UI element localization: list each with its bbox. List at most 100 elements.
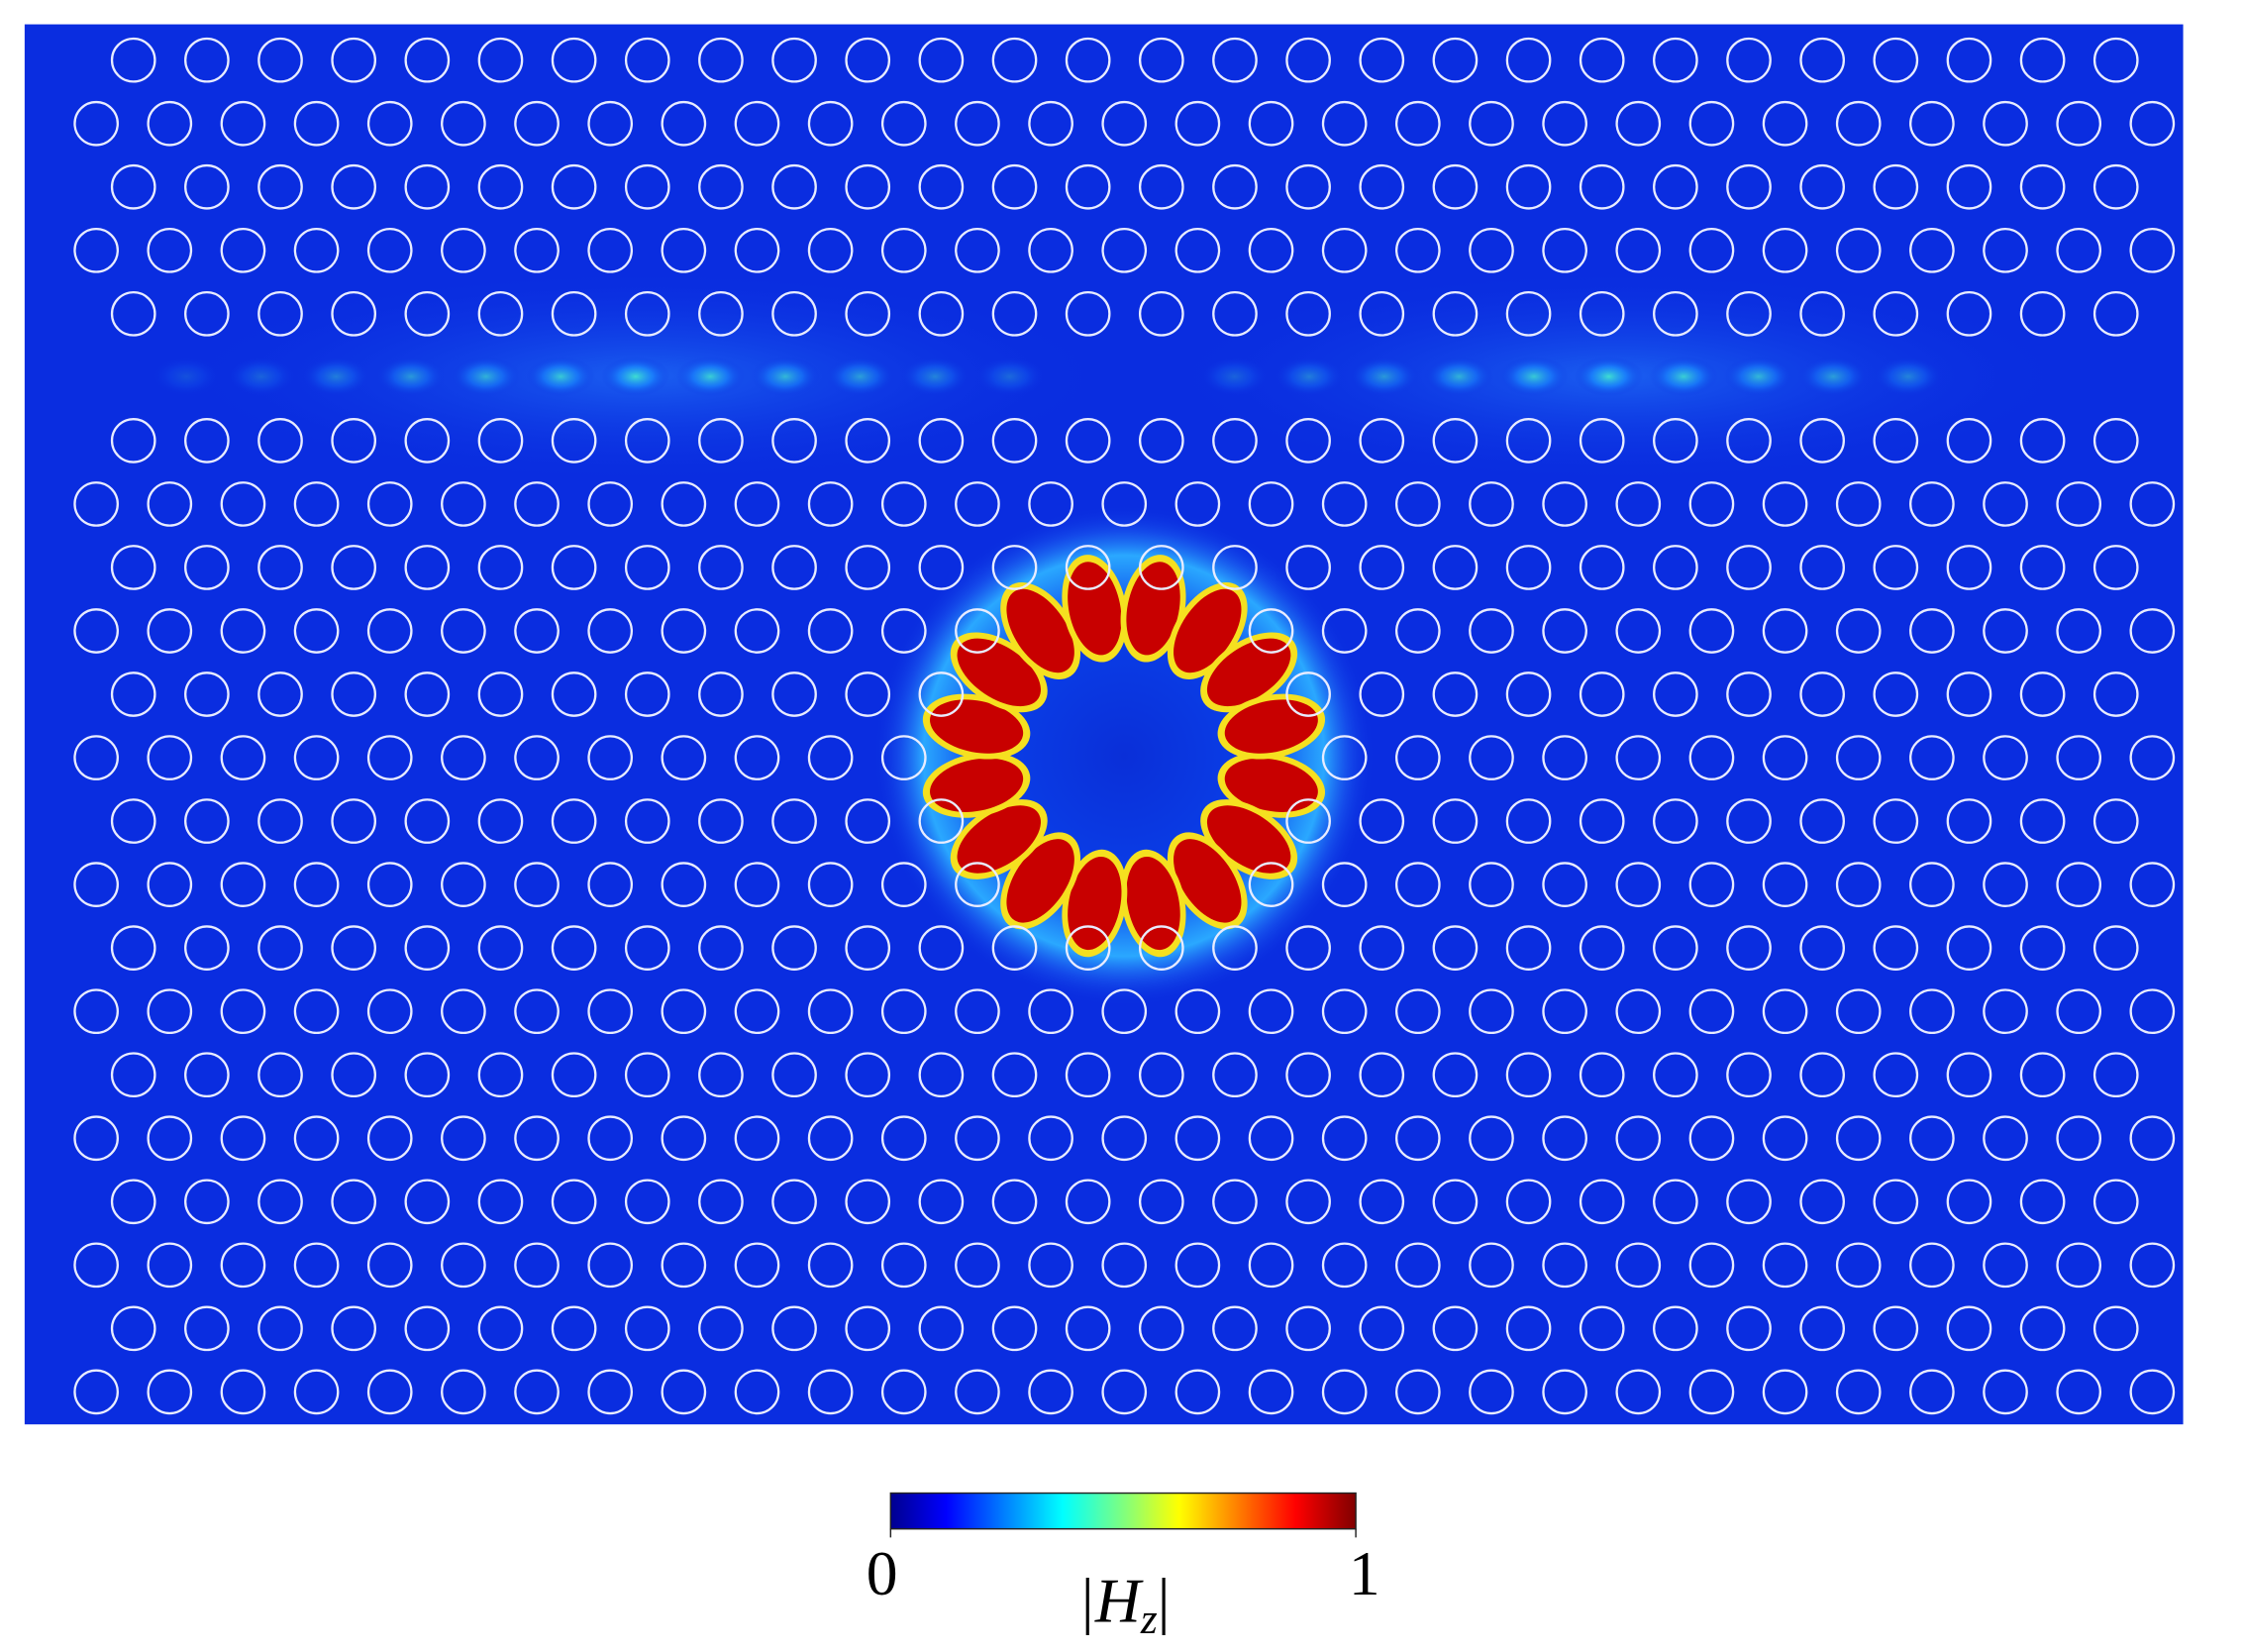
air-hole [698,798,744,844]
air-hole [807,1115,854,1162]
air-hole [551,418,597,464]
air-hole [257,290,303,337]
air-hole [1909,481,1955,527]
air-hole [918,418,965,464]
air-hole [220,1242,266,1289]
colorbar-tick-label: 0 [867,1538,898,1608]
air-hole [918,671,965,717]
lobe [1224,699,1318,754]
air-hole [734,862,780,907]
air-hole [184,1179,230,1225]
air-hole [293,988,340,1035]
air-hole [110,925,156,971]
air-hole [257,1305,303,1352]
air-hole [404,163,451,210]
air-hole [1653,163,1698,210]
air-hole [73,481,119,527]
air-hole [2056,735,2102,780]
air-hole [184,37,230,83]
waveguide-spot [227,356,296,397]
air-hole [807,100,854,147]
air-hole [771,163,817,210]
air-hole [1946,925,1992,971]
air-hole [184,1305,230,1352]
air-hole [73,1242,119,1289]
air-hole [366,862,413,907]
waveguide-spot [975,356,1045,397]
air-hole [1174,1115,1221,1162]
air-hole [1909,862,1955,907]
air-hole [845,37,891,83]
air-hole [955,100,1000,147]
air-hole [918,1052,965,1098]
air-hole [771,1052,817,1098]
air-hole [331,545,377,590]
air-hole [918,545,965,590]
air-hole [1873,163,1919,210]
air-hole [441,100,486,147]
air-hole [661,227,707,273]
air-hole [2019,798,2066,844]
air-hole [1946,418,1992,464]
lobe [957,805,1041,874]
air-hole [1505,418,1552,464]
air-hole [1946,545,1992,590]
air-hole [1983,1369,2028,1415]
air-hole [918,37,965,83]
air-hole [587,1369,634,1415]
air-hole [73,862,119,907]
waveguide-spot [1424,356,1494,397]
air-hole [2129,1115,2176,1162]
air-hole [624,163,670,210]
air-hole [807,1369,854,1415]
air-hole [771,418,817,464]
air-hole [2129,1242,2176,1289]
air-hole [1688,862,1735,907]
air-hole [1542,862,1587,907]
air-hole [845,798,891,844]
air-hole [147,1242,193,1289]
label-close: | [1158,1566,1171,1636]
air-hole [441,862,486,907]
air-hole [1983,862,2028,907]
waveguide-spot [900,356,969,397]
air-hole [2129,608,2176,654]
air-hole [2092,1179,2139,1225]
air-hole [441,1242,486,1289]
air-hole [1615,1369,1662,1415]
air-hole [734,608,780,654]
air-hole [1432,163,1479,210]
waveguide-spot [1798,356,1868,397]
air-hole [1799,290,1845,337]
air-hole [1688,1115,1735,1162]
air-hole [1248,227,1294,273]
air-hole [1799,418,1845,464]
air-hole [1248,100,1294,147]
air-hole [110,1052,156,1098]
air-hole [1579,545,1625,590]
lobe [1206,638,1291,707]
air-hole [2129,100,2176,147]
air-hole [1285,37,1331,83]
air-hole [955,862,1000,907]
air-hole [2129,988,2176,1035]
air-hole [1762,862,1808,907]
air-hole [1321,227,1368,273]
air-hole [1946,1305,1992,1352]
waveguide-spot [1724,356,1793,397]
air-hole [587,227,634,273]
air-hole [73,988,119,1035]
air-hole [1726,1179,1772,1225]
air-hole [1285,1052,1331,1098]
air-hole [477,1305,524,1352]
air-hole [404,1305,451,1352]
air-hole [477,1052,524,1098]
air-hole [404,1052,451,1098]
air-hole [257,1179,303,1225]
air-hole [771,37,817,83]
air-hole [331,37,377,83]
air-hole [1469,862,1514,907]
air-hole [1469,988,1514,1035]
air-hole [514,608,560,654]
air-hole [698,671,744,717]
